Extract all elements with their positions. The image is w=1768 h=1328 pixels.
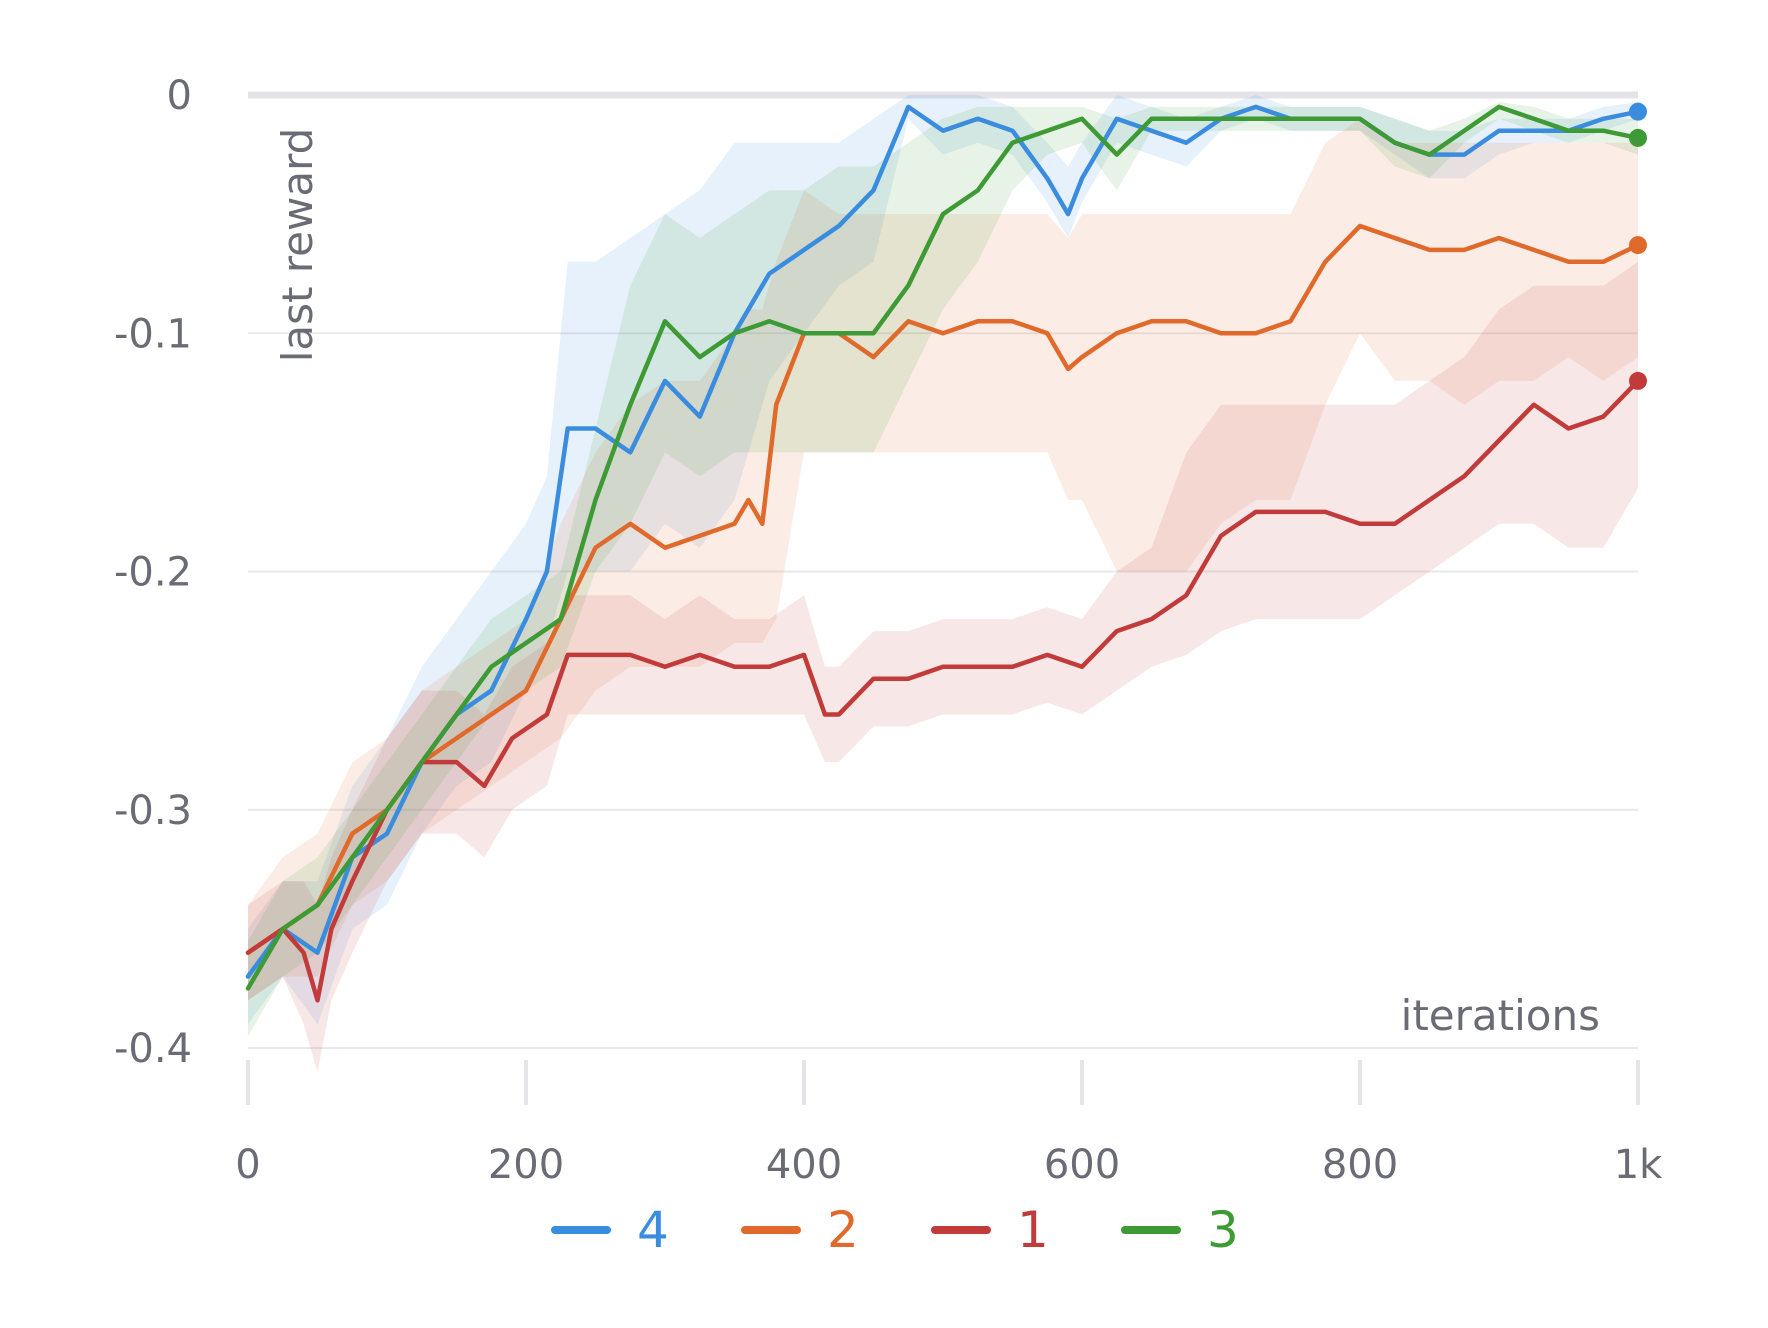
- legend-label-4: 4: [637, 1201, 669, 1259]
- legend-label-3: 3: [1207, 1201, 1239, 1259]
- grid: [248, 91, 1638, 1049]
- series-1-end-point: [1629, 371, 1647, 390]
- series-2-band: [248, 118, 1638, 1001]
- y-tick-label: -0.4: [114, 1026, 192, 1072]
- series-2-end-point: [1629, 236, 1647, 255]
- series-3-line: [245, 104, 1641, 991]
- legend: 4 2 1 3: [551, 1201, 1239, 1259]
- y-tick-label: -0.2: [114, 550, 192, 596]
- x-tick-label: 600: [1044, 1142, 1120, 1188]
- y-axis-ticks: 0 -0.1 -0.2 -0.3 -0.4: [114, 73, 192, 1072]
- x-axis-title: iterations: [1401, 991, 1600, 1040]
- y-axis-title: last reward: [273, 128, 322, 363]
- x-tick-label: 400: [766, 1142, 842, 1188]
- x-axis-ticks: 0 200 400 600 800 1k: [235, 1060, 1663, 1188]
- series-end-points: [1629, 102, 1647, 390]
- y-tick-label: -0.1: [114, 311, 192, 357]
- series-1-line: [245, 378, 1641, 1003]
- x-tick-label: 0: [235, 1142, 260, 1188]
- series-4-band: [248, 95, 1638, 1025]
- confidence-bands: [248, 95, 1638, 1072]
- y-tick-label: -0.3: [114, 788, 192, 834]
- series-2-line: [245, 223, 1641, 955]
- series-lines: [245, 104, 1641, 1003]
- series-4-end-point: [1629, 102, 1647, 121]
- x-tick-label: 1k: [1614, 1142, 1663, 1188]
- x-tick-label: 800: [1322, 1142, 1398, 1188]
- legend-label-2: 2: [827, 1201, 859, 1259]
- x-tick-label: 200: [488, 1142, 564, 1188]
- legend-label-1: 1: [1017, 1201, 1049, 1259]
- y-tick-label: 0: [167, 73, 192, 119]
- series-3-band: [248, 102, 1638, 1037]
- series-3-end-point: [1629, 128, 1647, 147]
